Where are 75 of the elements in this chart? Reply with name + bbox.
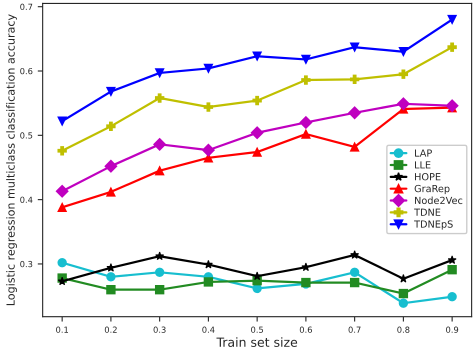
point	[154, 68, 164, 78]
y-tick-label: 0.3	[20, 260, 32, 268]
point	[448, 255, 457, 264]
x-tick-label: 0.4	[202, 326, 215, 333]
x-tick-label: 0.7	[348, 326, 361, 333]
point	[396, 97, 410, 110]
point	[301, 75, 311, 85]
point	[447, 265, 457, 274]
x-tick-label: 0.2	[104, 326, 117, 333]
x-tick-label: 0.3	[154, 326, 166, 333]
x-tick-label: 0.1	[56, 326, 68, 333]
point	[106, 86, 116, 96]
point	[154, 166, 164, 176]
point	[447, 292, 457, 302]
point	[398, 288, 408, 298]
x-tick-label: 0.5	[251, 326, 264, 333]
point	[57, 116, 67, 126]
point	[350, 142, 360, 152]
point	[398, 47, 408, 56]
point	[106, 284, 116, 294]
x-axis-title: Train set size	[216, 337, 298, 347]
legend-label: HOPE	[415, 173, 440, 180]
legend-label: TDNE	[414, 208, 440, 216]
point	[106, 187, 116, 197]
point	[348, 106, 362, 120]
point	[202, 144, 215, 157]
point	[350, 278, 360, 288]
y-tick-label: 0.6	[20, 68, 32, 74]
point	[350, 268, 360, 277]
point	[301, 129, 311, 139]
point	[398, 274, 408, 283]
point	[350, 42, 360, 52]
point	[301, 262, 310, 272]
legend-label: TDNEpS	[414, 220, 453, 230]
x-tick-label: 0.6	[300, 326, 312, 333]
point	[104, 160, 118, 173]
point	[57, 146, 67, 156]
legend-label: Node2Vec	[415, 196, 462, 204]
point	[155, 252, 164, 260]
point	[252, 147, 262, 157]
x-tick-label: 0.8	[397, 326, 410, 333]
point	[447, 42, 457, 52]
point	[204, 64, 214, 74]
point	[106, 122, 116, 132]
point	[204, 102, 214, 112]
point	[446, 99, 459, 112]
point	[154, 268, 164, 277]
point	[154, 93, 164, 103]
point	[301, 54, 311, 64]
point	[299, 116, 312, 129]
legend-label: LAP	[415, 149, 432, 157]
point	[447, 14, 457, 24]
point	[252, 52, 262, 61]
point	[250, 126, 264, 140]
point	[204, 260, 213, 268]
point	[106, 272, 116, 282]
point	[56, 184, 69, 198]
point	[398, 70, 408, 79]
y-tick-label: 0.5	[20, 132, 32, 139]
point	[350, 250, 360, 259]
point	[398, 298, 408, 308]
point	[154, 284, 164, 294]
y-tick-label: 0.4	[20, 196, 32, 203]
point	[252, 96, 262, 106]
point	[204, 277, 214, 287]
point	[153, 138, 166, 151]
point	[57, 258, 67, 268]
point	[252, 271, 262, 280]
legend-label: LLE	[415, 161, 430, 168]
legend-label: GraRep	[414, 184, 450, 194]
point	[350, 74, 360, 84]
point	[57, 202, 67, 212]
x-tick-label: 0.9	[446, 326, 458, 333]
y-axis-title: Logistic regression multiclass classification accuracy	[6, 14, 17, 306]
y-tick-label: 0.7	[20, 4, 32, 10]
